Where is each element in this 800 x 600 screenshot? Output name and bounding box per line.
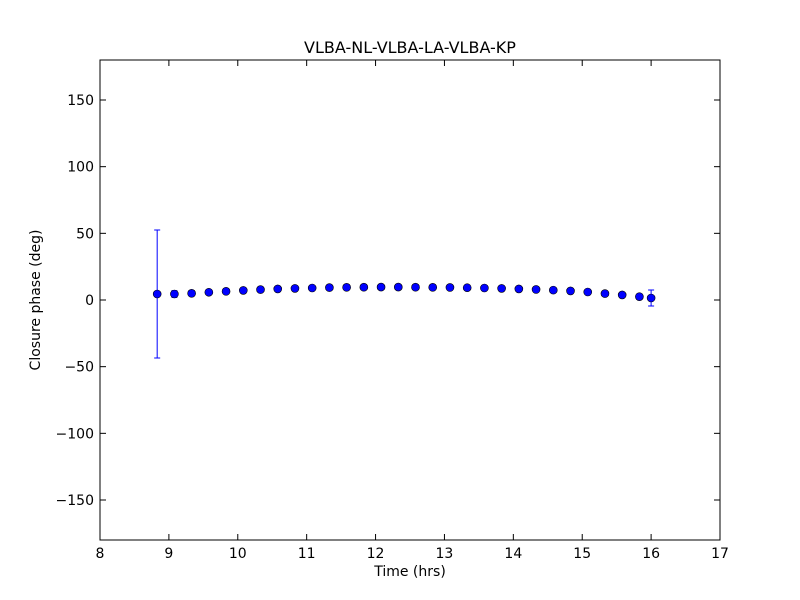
x-tick-label: 17: [711, 546, 729, 562]
data-point: [411, 282, 420, 292]
data-point: [290, 284, 300, 293]
x-axis-ticks: 8 9 10 11 12 13 14 15 16 17: [96, 60, 729, 562]
data-point: [256, 285, 265, 294]
data-point: [635, 292, 644, 301]
data-point: [170, 289, 179, 299]
data-point: [497, 284, 506, 293]
x-tick-label: 10: [229, 546, 247, 562]
y-tick-label: 150: [67, 93, 94, 109]
data-point: [325, 283, 334, 292]
y-tick-label: 50: [76, 226, 94, 242]
y-tick-label: 0: [85, 293, 94, 309]
data-point: [221, 287, 231, 296]
data-point: [273, 284, 283, 294]
data-point: [187, 289, 196, 298]
y-axis-label: Closure phase (deg): [28, 230, 44, 371]
data-point: [376, 282, 386, 292]
y-tick-label: −100: [56, 426, 94, 442]
y-tick-label: −50: [64, 360, 94, 376]
data-point: [566, 286, 575, 296]
x-tick-label: 11: [298, 546, 316, 562]
data-point: [238, 286, 248, 295]
x-axis-label: Time (hrs): [373, 564, 446, 580]
x-tick-label: 15: [573, 546, 591, 562]
data-point: [531, 285, 541, 294]
data-point: [583, 287, 593, 297]
data-markers: [152, 282, 656, 303]
x-tick-label: 16: [642, 546, 660, 562]
x-tick-label: 14: [504, 546, 522, 562]
data-point: [428, 283, 438, 292]
data-point: [462, 283, 472, 293]
data-point: [548, 285, 558, 295]
data-point: [514, 284, 524, 294]
y-tick-label: 100: [67, 160, 94, 176]
chart-title: VLBA-NL-VLBA-LA-VLBA-KP: [304, 38, 516, 57]
data-point: [359, 282, 369, 292]
x-tick-label: 13: [436, 546, 454, 562]
axes-frame: [99, 59, 721, 541]
y-tick-label: −150: [56, 493, 94, 509]
x-tick-label: 9: [164, 546, 173, 562]
data-point: [480, 283, 489, 293]
data-point: [600, 289, 610, 298]
y-axis-ticks: −150 −100 −50 0 50 100 150: [56, 93, 720, 509]
data-point: [393, 282, 403, 292]
data-point: [307, 283, 317, 293]
data-point: [617, 290, 627, 300]
data-point: [646, 293, 656, 303]
x-tick-label: 8: [96, 546, 105, 562]
x-tick-label: 12: [367, 546, 385, 562]
data-point: [152, 289, 162, 299]
data-point: [204, 287, 214, 297]
data-point: [445, 283, 455, 292]
data-point: [342, 283, 351, 292]
